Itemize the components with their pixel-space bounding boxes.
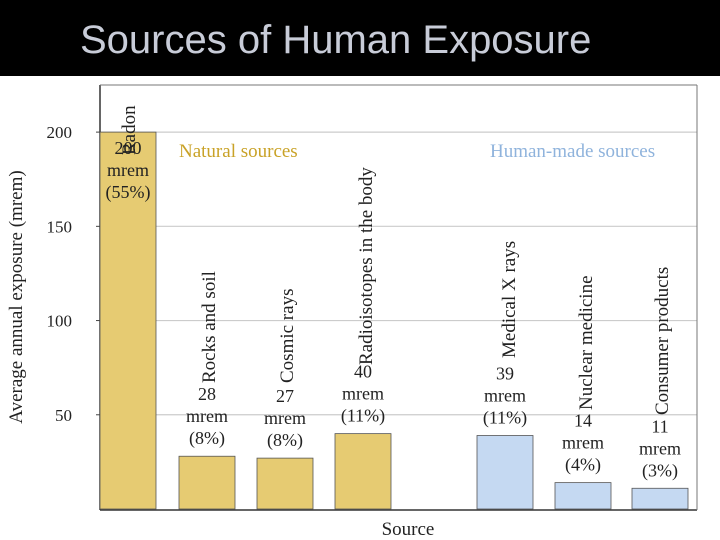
value-label: mrem [639, 438, 681, 458]
bar-2 [256, 457, 314, 510]
exposure-bar-chart: 50 100 150 200 Source Average annual exposure… [6, 84, 698, 540]
bar-6 [631, 487, 689, 510]
value-label: mrem [264, 408, 306, 428]
natural-sources-label: Natural sources [179, 141, 298, 162]
value-label: (3%) [642, 460, 678, 481]
category-label: Cosmic rays [277, 289, 298, 383]
y-tick-label: 100 [47, 312, 73, 331]
category-label: Consumer products [652, 267, 673, 415]
x-axis-label: Source [382, 519, 435, 540]
y-tick-label: 150 [47, 217, 73, 236]
value-label: mrem [186, 406, 228, 426]
title-bar: Sources of Human Exposure [0, 0, 720, 76]
category-label: Radioisotopes in the body [356, 167, 377, 365]
value-label: 27 [276, 386, 294, 406]
value-label: mrem [562, 433, 604, 453]
category-label: Rocks and soil [199, 271, 220, 383]
category-label: Radon [119, 105, 140, 155]
slide-title: Sources of Human Exposure [80, 18, 592, 62]
bar-4 [476, 435, 534, 510]
value-label: (11%) [483, 408, 527, 429]
y-axis-label: Average annual exposure (mrem) [6, 170, 27, 423]
value-label: (8%) [267, 430, 303, 451]
bar-0 [99, 131, 157, 510]
value-label: mrem [342, 384, 384, 404]
value-label: (55%) [106, 182, 151, 203]
bar-3 [334, 433, 392, 510]
y-tick-label: 50 [55, 406, 72, 425]
value-label: 28 [198, 384, 216, 404]
value-label: mrem [484, 386, 526, 406]
value-label: (8%) [189, 428, 225, 449]
category-label: Medical X rays [499, 241, 520, 358]
category-label: Nuclear medicine [576, 275, 597, 410]
value-label: 39 [496, 364, 514, 384]
bar-1 [178, 455, 236, 510]
value-label: mrem [107, 160, 149, 180]
value-label: 14 [574, 411, 592, 431]
value-label: 11 [651, 416, 668, 436]
value-label: 200 [115, 138, 142, 158]
y-tick-label: 200 [47, 123, 73, 142]
value-label: (11%) [341, 406, 385, 427]
value-label: 40 [354, 362, 372, 382]
bar-5 [554, 482, 612, 510]
plot-area [100, 85, 697, 510]
value-label: (4%) [565, 455, 601, 476]
human-made-sources-label: Human-made sources [490, 141, 655, 162]
